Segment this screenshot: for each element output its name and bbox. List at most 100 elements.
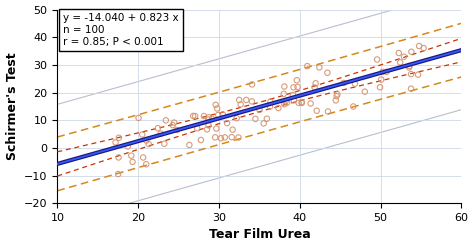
Point (408, 50, 415, 54)
Point (407, 87, 415, 91)
Point (324, 109, 332, 113)
Point (281, 84, 288, 88)
Point (420, 46, 428, 50)
Point (237, 103, 245, 106)
Point (414, 73, 422, 77)
Point (295, 101, 302, 105)
Point (255, 108, 263, 112)
Point (407, 72, 415, 76)
Point (281, 102, 288, 106)
Point (233, 116, 240, 120)
Point (128, 154, 135, 158)
Point (361, 90, 369, 94)
Point (313, 109, 320, 113)
Point (243, 98, 250, 102)
Point (307, 102, 314, 105)
Point (173, 128, 181, 132)
Point (161, 142, 168, 146)
Point (135, 116, 142, 120)
Point (283, 101, 291, 104)
Point (383, 70, 391, 74)
Y-axis label: Schirmer's Test: Schirmer's Test (6, 53, 18, 160)
Point (212, 127, 220, 131)
Point (260, 122, 267, 125)
Point (208, 117, 216, 121)
Point (212, 103, 219, 107)
Point (289, 93, 297, 97)
X-axis label: Tear Film Urea: Tear Film Urea (209, 228, 310, 242)
Point (236, 98, 243, 102)
Point (293, 78, 301, 82)
Point (312, 81, 319, 85)
Point (274, 106, 282, 110)
Point (316, 65, 323, 69)
Point (191, 114, 199, 118)
Point (205, 115, 212, 119)
Point (145, 142, 153, 146)
Point (298, 101, 306, 105)
Point (197, 138, 205, 142)
Point (298, 100, 305, 104)
Point (303, 64, 311, 68)
Point (219, 113, 227, 117)
Point (114, 172, 122, 176)
Point (211, 135, 219, 139)
Point (349, 104, 357, 108)
Point (157, 132, 164, 136)
Point (395, 51, 402, 55)
Point (169, 123, 176, 127)
Point (333, 94, 340, 98)
Point (400, 55, 408, 59)
Point (311, 85, 319, 89)
Point (266, 105, 274, 109)
Point (406, 64, 413, 68)
Point (376, 85, 384, 89)
Point (217, 136, 225, 140)
Point (334, 92, 341, 96)
Point (294, 85, 301, 89)
Point (189, 114, 197, 118)
Point (405, 65, 413, 69)
Point (170, 121, 178, 124)
Point (143, 162, 150, 166)
Point (185, 143, 193, 147)
Text: y = -14.040 + 0.823 x
n = 100
r = 0.85; P < 0.001: y = -14.040 + 0.823 x n = 100 r = 0.85; … (64, 13, 179, 47)
Point (214, 113, 222, 117)
Point (280, 92, 287, 96)
Point (248, 82, 256, 86)
Point (340, 81, 347, 85)
Point (205, 123, 212, 127)
Point (124, 144, 131, 148)
Point (193, 126, 201, 130)
Point (415, 44, 423, 48)
Point (129, 160, 137, 164)
Point (223, 121, 231, 125)
Point (138, 133, 146, 137)
Point (200, 114, 208, 118)
Point (213, 106, 221, 110)
Point (143, 139, 150, 143)
Point (282, 99, 290, 103)
Point (115, 155, 122, 159)
Point (324, 71, 331, 75)
Point (139, 156, 147, 160)
Point (351, 82, 359, 86)
Point (248, 100, 255, 103)
Point (396, 61, 404, 64)
Point (267, 100, 274, 103)
Point (115, 136, 123, 140)
Point (252, 117, 259, 121)
Point (204, 118, 212, 122)
Point (263, 117, 271, 121)
Point (162, 118, 170, 122)
Point (221, 135, 228, 139)
Point (379, 70, 386, 74)
Point (235, 136, 242, 140)
Point (112, 141, 119, 144)
Point (154, 126, 162, 130)
Point (228, 135, 236, 139)
Point (290, 85, 297, 89)
Point (229, 128, 237, 132)
Point (374, 58, 381, 62)
Point (332, 98, 339, 102)
